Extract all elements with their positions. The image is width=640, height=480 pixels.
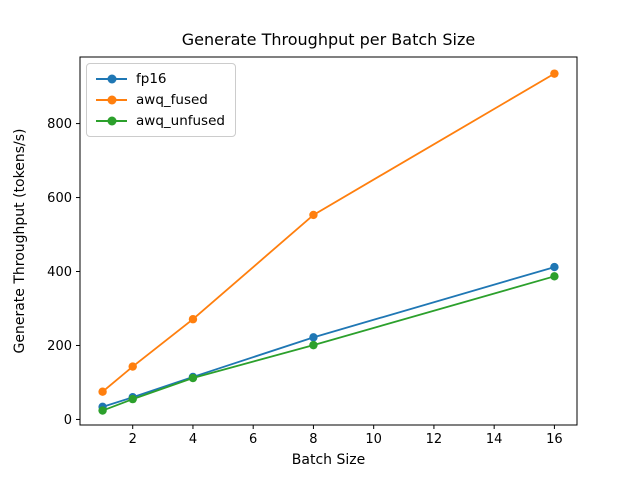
y-tick-label: 0 xyxy=(64,413,72,428)
series-marker-awq_unfused xyxy=(128,394,137,404)
y-tick-label: 800 xyxy=(47,117,72,132)
x-tick-label: 4 xyxy=(189,432,197,447)
legend-item-fp16: fp16 xyxy=(96,71,225,87)
legend-dot-sample xyxy=(107,74,116,84)
y-axis-label: Generate Throughput (tokens/s) xyxy=(12,128,28,354)
legend-label-awq-fused: awq_fused xyxy=(136,92,208,108)
y-tick-label: 400 xyxy=(47,265,72,280)
legend-dot-sample xyxy=(107,95,116,105)
series-line-awq_unfused xyxy=(102,275,555,412)
x-tick-label: 2 xyxy=(129,432,137,447)
x-tick-label: 6 xyxy=(249,432,257,447)
series-marker-awq_unfused xyxy=(550,272,559,281)
x-tick-label: 14 xyxy=(486,432,503,447)
legend: fp16 awq_fused awq_unfused xyxy=(86,63,236,137)
legend-dot-sample xyxy=(107,116,116,126)
series-marker-fp16 xyxy=(550,262,559,272)
series-marker-awq_fused xyxy=(309,210,318,220)
legend-marker-awq-unfused xyxy=(96,116,127,126)
x-tick-label: 10 xyxy=(365,432,382,447)
legend-label-awq-unfused: awq_unfused xyxy=(136,113,225,129)
legend-item-awq-unfused: awq_unfused xyxy=(96,113,225,129)
x-tick-label: 16 xyxy=(546,432,563,447)
legend-marker-awq-fused xyxy=(96,95,127,105)
x-axis-label: Batch Size xyxy=(291,452,366,468)
series-marker-awq_unfused xyxy=(188,373,198,383)
chart-title: Generate Throughput per Batch Size xyxy=(181,30,476,49)
legend-label-fp16: fp16 xyxy=(136,71,167,87)
x-tick-label: 12 xyxy=(426,432,443,447)
series-marker-awq_fused xyxy=(98,387,107,396)
x-tick-label: 8 xyxy=(309,432,317,447)
axes-frame xyxy=(79,56,578,426)
series-marker-fp16 xyxy=(309,333,318,342)
series-marker-awq_fused xyxy=(188,315,198,324)
y-tick-label: 600 xyxy=(47,191,72,206)
series-marker-awq_fused xyxy=(550,69,559,78)
series-marker-awq_unfused xyxy=(309,340,318,350)
legend-item-awq-fused: awq_fused xyxy=(96,92,225,108)
legend-marker-fp16 xyxy=(96,74,127,84)
series-marker-awq_unfused xyxy=(98,406,107,415)
series-marker-awq_fused xyxy=(128,362,137,371)
y-tick-label: 200 xyxy=(47,339,72,354)
